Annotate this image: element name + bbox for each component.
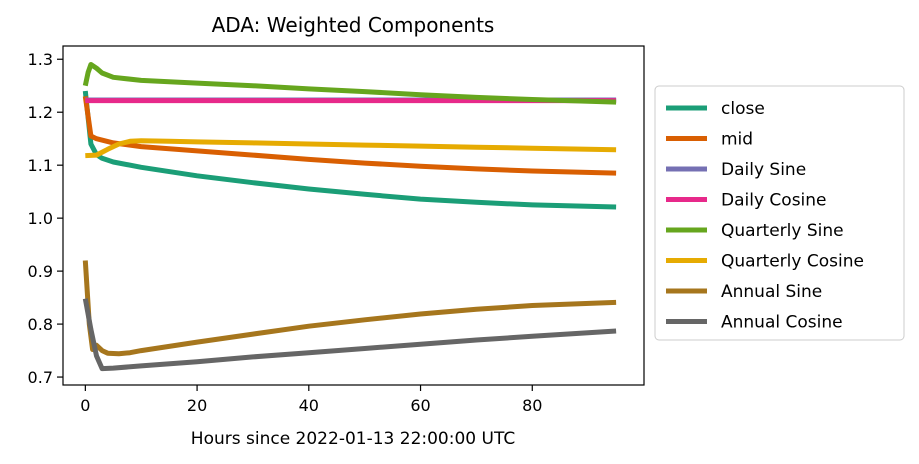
x-axis-title: Hours since 2022-01-13 22:00:00 UTC [191,429,515,449]
x-tick-label: 60 [410,396,430,415]
legend-label-0: close [721,99,765,119]
series-line-4 [82,62,617,105]
series-line-5 [85,138,617,159]
y-tick-label: 1.3 [28,50,53,69]
legend-frame [654,85,905,341]
legend-label-6: Annual Sine [721,282,822,302]
legend: close mid Daily Sine Daily Cosine Quarterly … [654,85,905,341]
legend-label-2: Daily Sine [721,160,806,180]
x-tick-label: 40 [299,396,319,415]
chart-title: ADA: Weighted Components [212,13,495,37]
series-line-7 [82,298,617,372]
series-layer [82,62,617,372]
series-line-6 [82,260,617,357]
x-tick-label: 0 [80,396,90,415]
x-axis: 0 20 40 60 80 [80,385,542,415]
y-tick-label: 1.0 [28,209,53,228]
y-tick-label: 1.1 [28,156,53,175]
legend-label-5: Quarterly Cosine [721,252,864,272]
legend-label-1: mid [721,130,753,150]
y-tick-label: 0.8 [28,315,53,334]
y-tick-label: 0.7 [28,368,53,387]
x-tick-label: 80 [522,396,542,415]
y-tick-label: 1.2 [28,103,53,122]
y-axis: 0.7 0.8 0.9 1.0 1.1 1.2 1.3 [28,50,63,387]
legend-label-3: Daily Cosine [721,191,827,211]
legend-label-7: Annual Cosine [721,313,843,333]
series-line-1 [82,95,617,176]
plot-frame [62,45,645,386]
x-tick-label: 20 [187,396,207,415]
legend-label-4: Quarterly Sine [721,221,844,241]
y-tick-label: 0.9 [28,262,53,281]
